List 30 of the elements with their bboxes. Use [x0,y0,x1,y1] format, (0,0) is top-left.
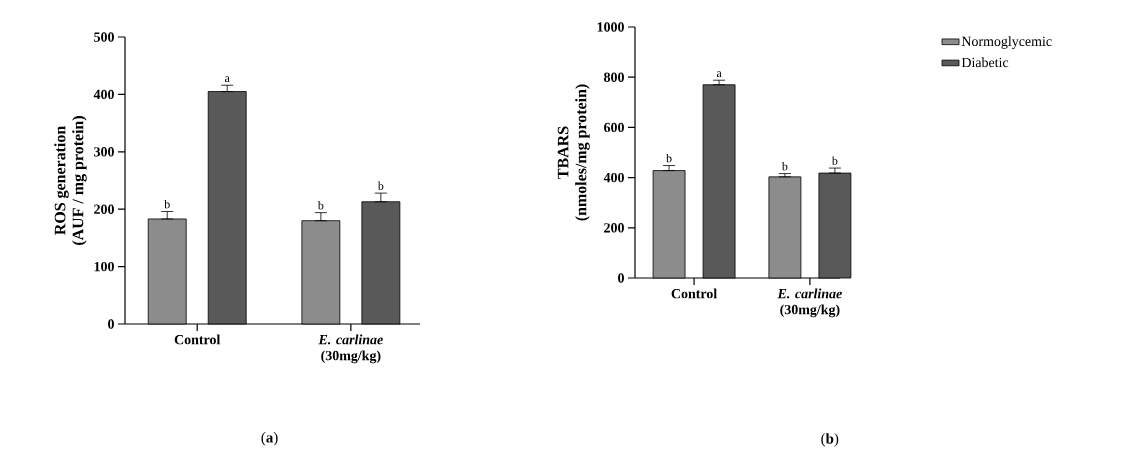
y-tick-label: 0 [618,273,624,283]
annotation: b [377,181,384,190]
y-tick-label: 300 [94,147,114,157]
y-tick-label: 200 [94,204,114,214]
text: (a) [261,432,278,446]
annotation: a [716,71,722,78]
x-tick-label: E. carlinae (30mg/kg) [318,334,383,364]
annotation: b [666,153,672,163]
y-tick-label: 400 [603,172,624,183]
y-tick-label: 1000 [597,22,624,32]
x-tick-label: E. carlinae (30mg/kg) [777,288,842,318]
legend-label: Normoglycemic [961,36,1052,49]
text: (b) [821,433,839,447]
annotation: b [317,201,324,210]
y-tick-label: 100 [94,261,114,272]
y-axis-title: ROS generation (AUF / mg protein) [54,116,87,245]
y-tick-label: 400 [93,89,114,100]
annotation: b [164,199,170,209]
annotation: b [831,156,838,165]
x-tick-label: Control [174,334,221,345]
y-axis-title: TBARS (nmoles/mg protein) [557,84,590,221]
legend-label: Diabetic [961,57,1009,68]
y-tick-label: 600 [604,122,624,133]
y-tick-label: 200 [604,223,624,233]
annotation: a [224,76,230,83]
y-tick-label: 500 [94,32,114,42]
annotation: b [781,161,788,171]
x-tick-label: Control [671,288,717,299]
y-tick-label: 800 [604,72,624,82]
y-tick-label: 0 [108,319,114,329]
